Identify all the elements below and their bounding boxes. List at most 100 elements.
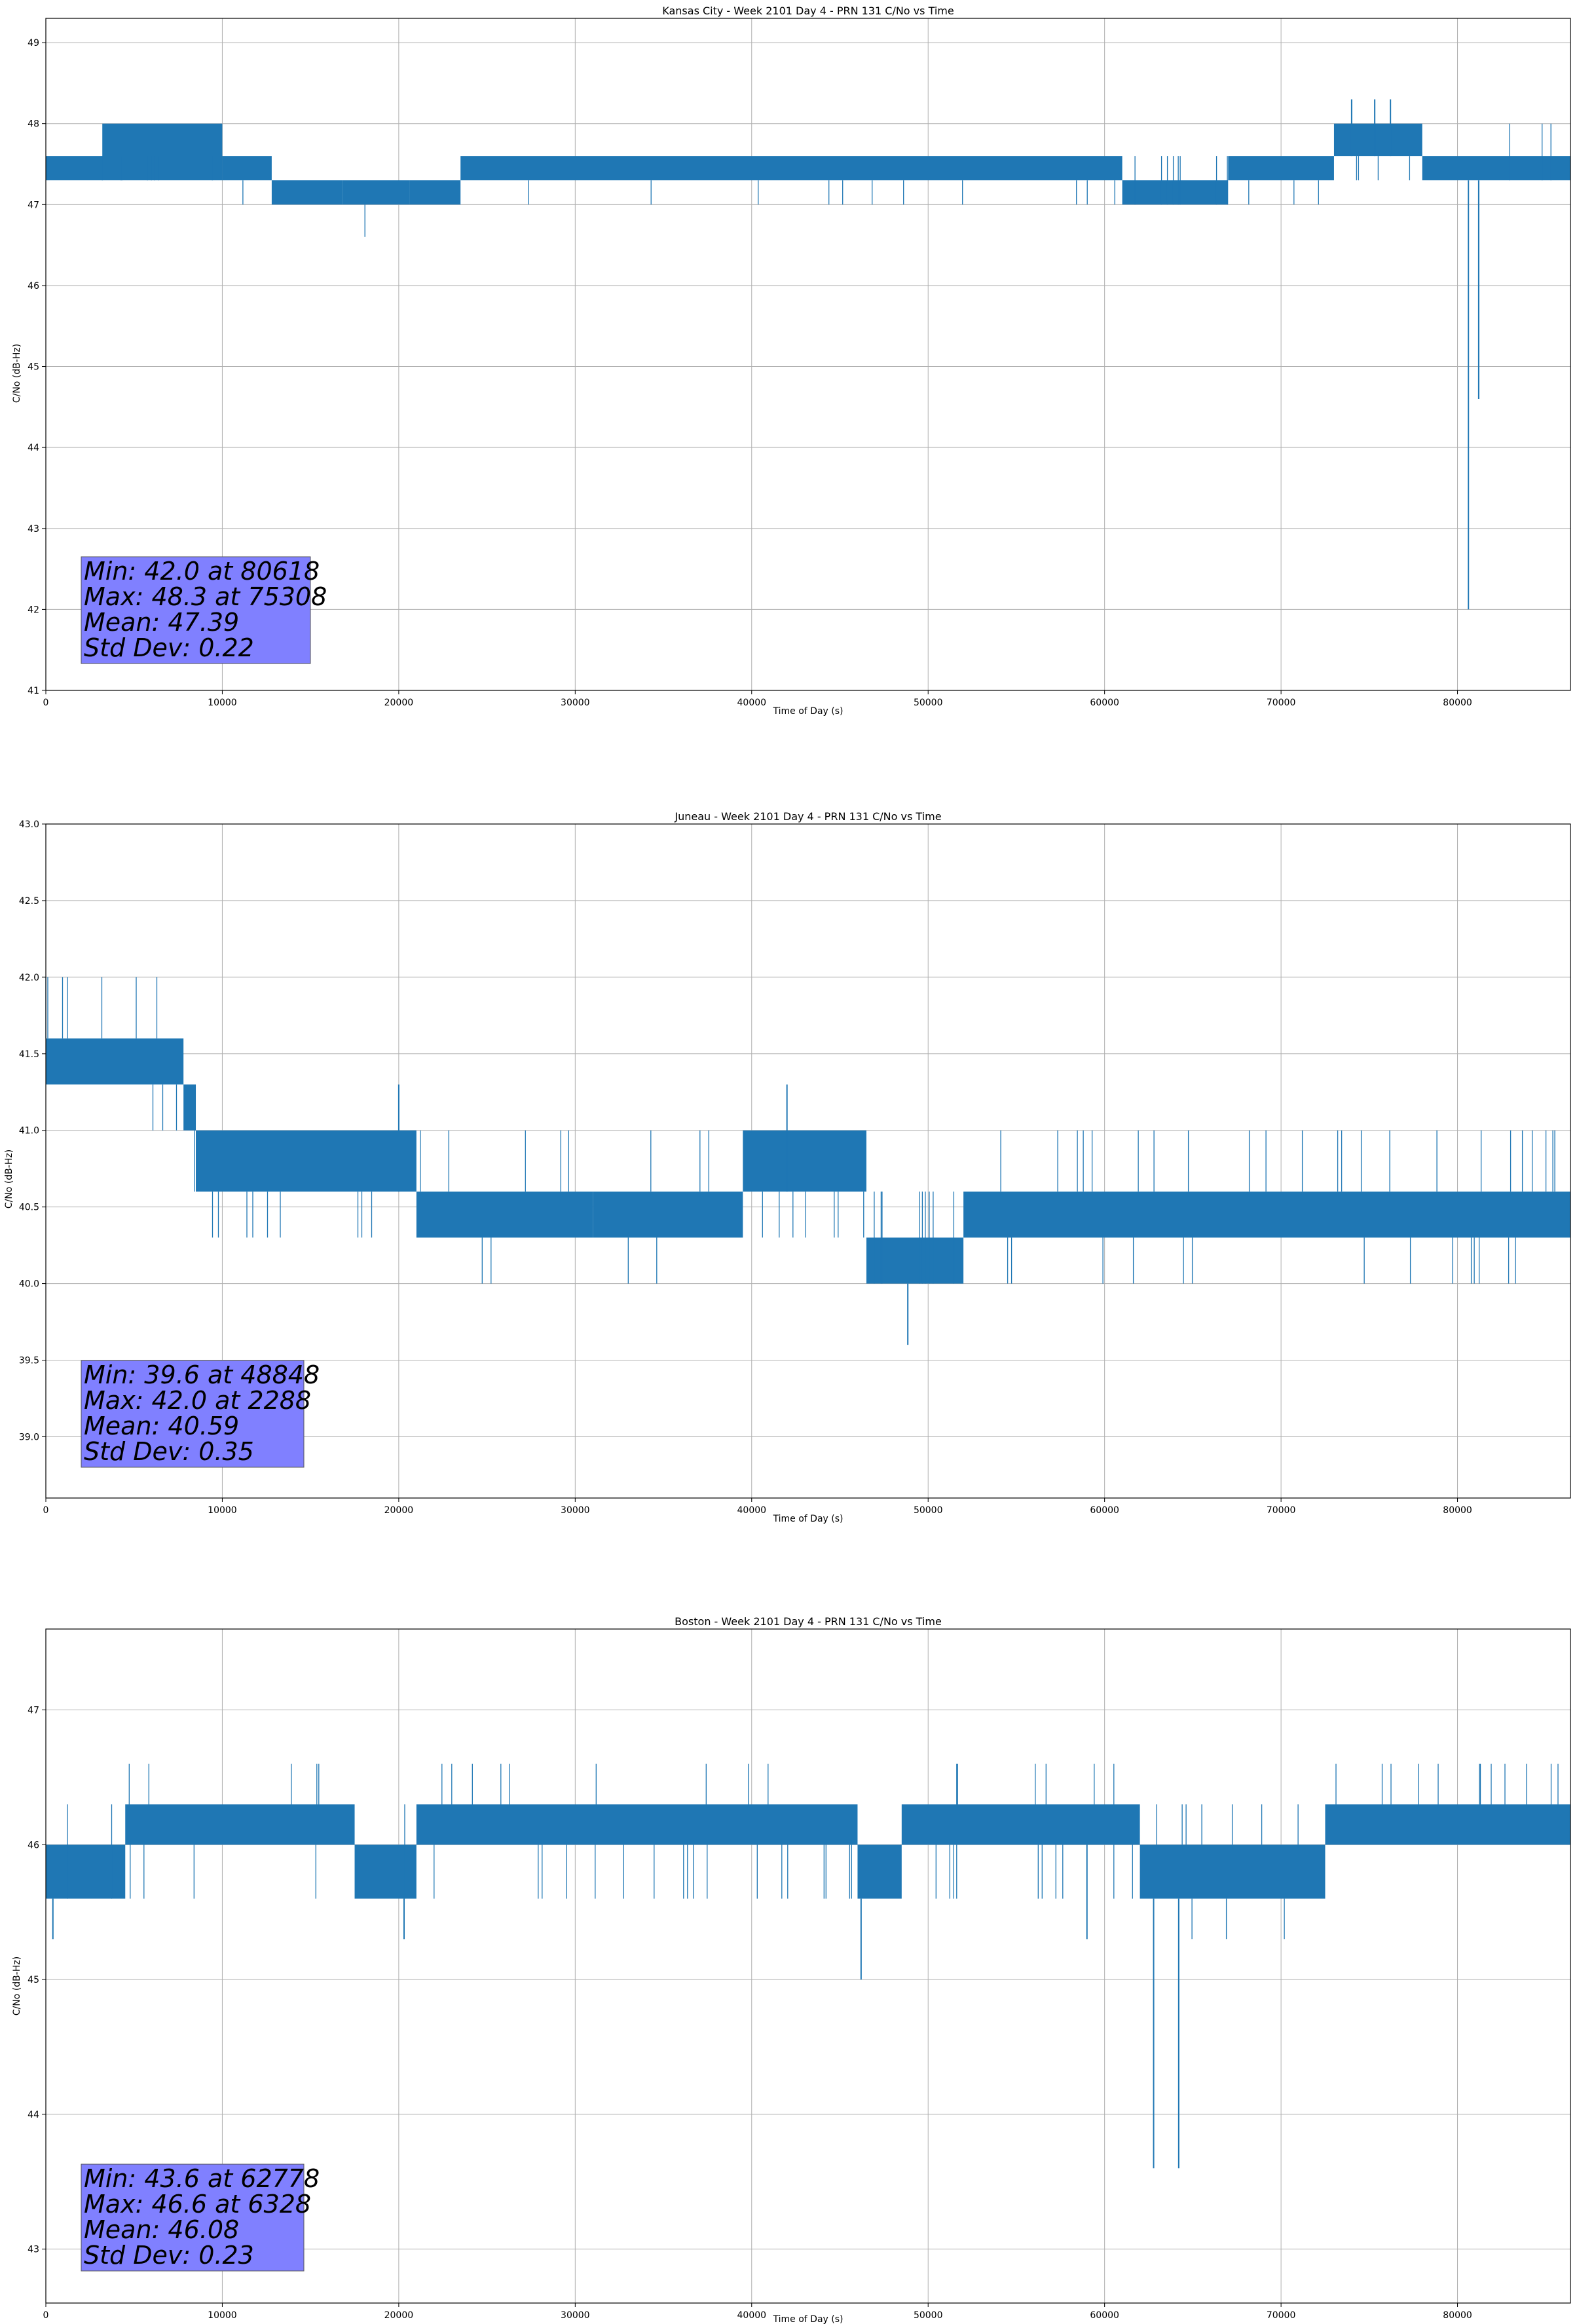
stats-max: Max: 42.0 at 2288 — [84, 1386, 311, 1415]
y-axis-label: C/No (dB-Hz) — [12, 1957, 22, 2015]
y-tick-label: 47 — [28, 1705, 39, 1715]
chart-title: Boston - Week 2101 Day 4 - PRN 131 C/No … — [675, 1615, 942, 1628]
y-tick-label: 43 — [28, 2245, 39, 2255]
x-axis-label: Time of Day (s) — [773, 1514, 844, 1524]
x-tick-label: 10000 — [208, 1505, 237, 1516]
x-tick-label: 20000 — [384, 1505, 414, 1516]
y-axis-label: C/No (dB-Hz) — [12, 344, 22, 403]
series-band — [593, 1191, 743, 1238]
y-tick-label: 42.0 — [19, 973, 39, 983]
series-band — [901, 1804, 1140, 1845]
series-line — [67, 1763, 1559, 1940]
x-tick-label: 50000 — [914, 2310, 943, 2321]
y-tick-label: 39.5 — [19, 1356, 39, 1366]
x-tick-label: 0 — [43, 2310, 49, 2321]
y-tick-label: 46 — [28, 1840, 39, 1850]
series-line — [102, 123, 1551, 237]
stats-box: Min: 39.6 at 48848 Max: 42.0 at 2288 Mea… — [81, 1360, 320, 1468]
series-band — [409, 180, 461, 205]
series-band — [963, 1191, 1570, 1238]
stats-std: Std Dev: 0.35 — [84, 1437, 254, 1466]
axes-frame — [45, 1628, 1571, 2304]
plot-area: 0 10000 20000 30000 40000 50000 60000 70000 8000… — [28, 1628, 1571, 2321]
x-tick-label: 30000 — [561, 1505, 590, 1516]
x-tick-label: 50000 — [914, 698, 943, 708]
stats-box-background — [81, 556, 311, 664]
stats-mean: Mean: 46.08 — [84, 2215, 239, 2244]
series-band — [1228, 156, 1334, 181]
y-tick-label: 49 — [28, 38, 39, 48]
x-tick-label: 80000 — [1443, 1505, 1472, 1516]
y-axis-label: C/No (dB-Hz) — [4, 1150, 14, 1209]
series-band — [342, 180, 410, 205]
series-band — [1325, 1804, 1570, 1845]
x-tick-label: 80000 — [1443, 698, 1472, 708]
series-band — [1122, 180, 1229, 205]
y-tick-label: 47 — [28, 200, 39, 210]
series-band — [416, 1804, 858, 1845]
x-tick-label: 40000 — [737, 698, 767, 708]
stats-std: Std Dev: 0.23 — [84, 2241, 254, 2270]
y-tick-label: 40.5 — [19, 1203, 39, 1213]
plot-area: 0 10000 20000 30000 40000 50000 60000 70000 8000… — [19, 819, 1571, 1516]
x-tick-label: 80000 — [1443, 2310, 1472, 2321]
series-band — [125, 1804, 355, 1845]
stats-min: Min: 42.0 at 80618 — [84, 557, 320, 586]
stats-box-background — [81, 2164, 305, 2272]
y-tick-label: 40.0 — [19, 1279, 39, 1290]
series-band — [46, 1845, 126, 1899]
x-axis-label: Time of Day (s) — [773, 2314, 844, 2324]
y-tick-label: 41 — [28, 686, 39, 696]
plot-area: 0 10000 20000 30000 40000 50000 60000 70000 8000… — [28, 18, 1571, 708]
x-tick-label: 50000 — [914, 1505, 943, 1516]
series-band — [1140, 1845, 1326, 1899]
y-tick-label: 43 — [28, 524, 39, 534]
series-band — [46, 156, 103, 181]
stats-mean: Mean: 47.39 — [84, 608, 239, 637]
x-tick-label: 20000 — [384, 2310, 414, 2321]
axes-frame — [45, 823, 1571, 1499]
y-tick-label: 44 — [28, 443, 39, 453]
stats-max: Max: 46.6 at 6328 — [84, 2190, 311, 2219]
x-tick-label: 30000 — [561, 698, 590, 708]
x-tick-label: 0 — [43, 1505, 49, 1516]
y-tick-label: 41.5 — [19, 1049, 39, 1060]
x-tick-label: 60000 — [1090, 698, 1119, 708]
series-band — [866, 1237, 964, 1284]
stats-min: Min: 39.6 at 48848 — [84, 1360, 320, 1389]
stats-max: Max: 48.3 at 75308 — [84, 582, 327, 611]
x-tick-label: 70000 — [1267, 1505, 1296, 1516]
series-band — [196, 1130, 417, 1192]
series-band — [183, 1084, 196, 1131]
chart-juneau: Juneau - Week 2101 Day 4 - PRN 131 C/No … — [4, 810, 1571, 1524]
series-band — [416, 1191, 593, 1238]
y-tick-label: 42.5 — [19, 896, 39, 907]
series-band — [1422, 156, 1570, 181]
chart-kansas-city: Kansas City - Week 2101 Day 4 - PRN 131 … — [12, 5, 1571, 717]
chart-title: Kansas City - Week 2101 Day 4 - PRN 131 … — [662, 5, 954, 17]
stats-box: Min: 43.6 at 62778 Max: 46.6 at 6328 Mea… — [81, 2164, 320, 2272]
stats-mean: Mean: 40.59 — [84, 1412, 239, 1440]
series-band — [354, 1845, 417, 1899]
x-tick-label: 10000 — [208, 698, 237, 708]
y-tick-label: 46 — [28, 281, 39, 291]
x-tick-label: 60000 — [1090, 1505, 1119, 1516]
stats-std: Std Dev: 0.22 — [84, 633, 254, 662]
y-tick-label: 48 — [28, 119, 39, 130]
series-band — [46, 1038, 184, 1085]
x-tick-label: 70000 — [1267, 2310, 1296, 2321]
y-tick-label: 41.0 — [19, 1126, 39, 1136]
series-band — [743, 1130, 866, 1192]
stats-min: Min: 43.6 at 62778 — [84, 2164, 320, 2193]
x-axis-label: Time of Day (s) — [773, 706, 844, 717]
y-tick-label: 39.0 — [19, 1432, 39, 1442]
x-tick-label: 60000 — [1090, 2310, 1119, 2321]
x-tick-label: 20000 — [384, 698, 414, 708]
series-band — [271, 180, 343, 205]
stats-box: Min: 42.0 at 80618 Max: 48.3 at 75308 Me… — [81, 556, 327, 664]
y-tick-label: 45 — [28, 1975, 39, 1985]
y-tick-label: 45 — [28, 362, 39, 373]
series-band — [102, 123, 223, 181]
x-tick-label: 70000 — [1267, 698, 1296, 708]
